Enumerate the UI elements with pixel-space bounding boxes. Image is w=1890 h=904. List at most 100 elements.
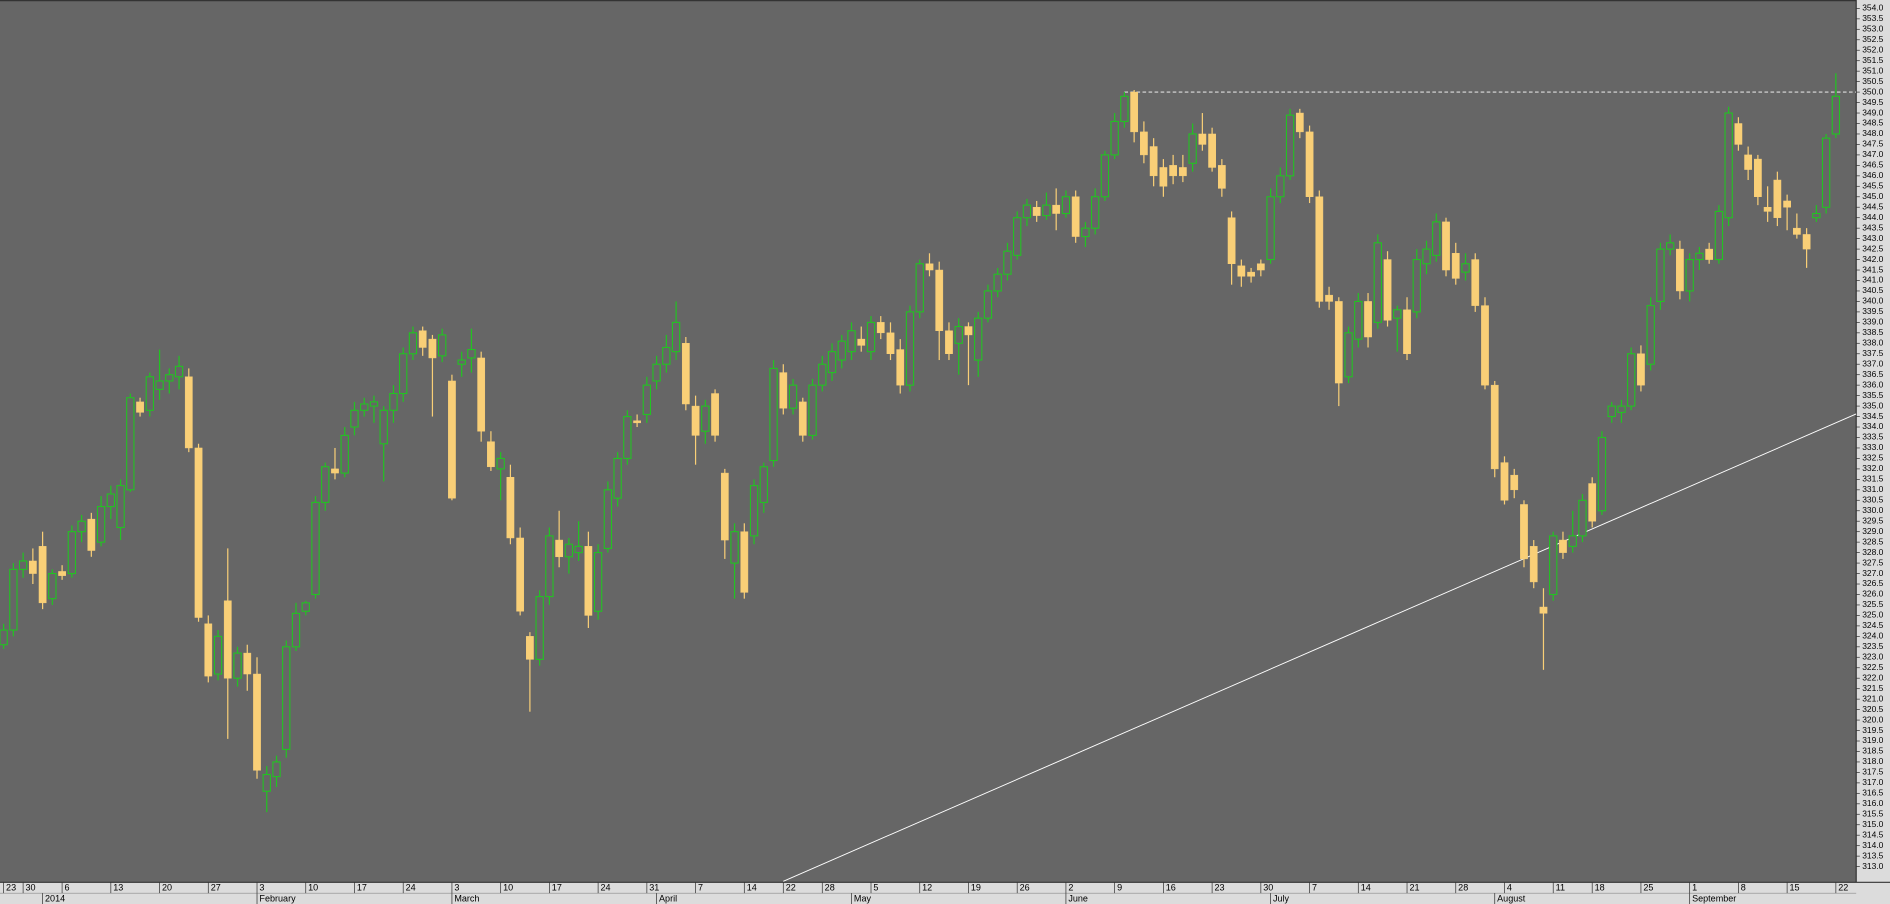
x-tick-label: 17	[357, 883, 367, 893]
candle-body	[165, 374, 174, 382]
x-tick-label: 3	[259, 883, 264, 893]
x-tick-label: 25	[1643, 883, 1653, 893]
candle-body	[194, 447, 203, 618]
y-tick-label: 348.5	[1862, 118, 1883, 128]
candle-body	[516, 537, 525, 612]
y-tick-label: 349.5	[1862, 97, 1883, 107]
candle-body	[58, 571, 66, 576]
x-tick-label: 9	[1117, 883, 1122, 893]
candle-body	[1821, 137, 1831, 208]
y-tick-label: 338.5	[1862, 327, 1883, 337]
candle-body	[77, 520, 86, 533]
candle-body	[506, 477, 515, 539]
candle-body	[876, 322, 885, 334]
x-tick-label: 8	[1741, 883, 1746, 893]
candle-body	[408, 332, 418, 355]
x-tick-label: 22	[1838, 883, 1848, 893]
y-tick-label: 326.5	[1862, 578, 1883, 588]
candle-body	[691, 405, 700, 436]
candle-body	[1052, 204, 1061, 214]
candle-body	[935, 269, 944, 331]
candle-body	[350, 409, 359, 428]
x-tick-label: 7	[1312, 883, 1317, 893]
y-tick-label: 340.0	[1862, 296, 1883, 306]
month-label: March	[454, 894, 479, 904]
candle-body	[243, 652, 252, 675]
candle-body	[1403, 309, 1411, 354]
month-label: February	[259, 894, 296, 904]
y-tick-label: 326.0	[1862, 589, 1883, 599]
candle-body	[1451, 253, 1460, 279]
x-tick-label: 13	[113, 883, 123, 893]
y-tick-label: 347.0	[1862, 149, 1883, 159]
y-tick-label: 333.0	[1862, 442, 1883, 452]
y-tick-label: 313.0	[1862, 861, 1883, 871]
candle-body	[223, 600, 232, 679]
x-tick-label: 10	[308, 883, 318, 893]
candle-body	[1364, 301, 1372, 338]
y-tick-label: 353.0	[1862, 24, 1883, 34]
candle-body	[896, 349, 905, 386]
x-tick-label: 7	[698, 883, 703, 893]
candle-body	[945, 330, 953, 354]
candle-body	[301, 602, 310, 612]
month-label: 2014	[45, 894, 65, 904]
x-tick-label: 27	[211, 883, 221, 893]
y-tick-label: 315.0	[1862, 819, 1883, 829]
y-tick-label: 329.5	[1862, 515, 1883, 525]
y-tick-label: 320.5	[1862, 704, 1883, 714]
candle-body	[1295, 112, 1304, 133]
candle-body	[1754, 158, 1762, 198]
candle-body	[321, 466, 330, 503]
candle-body	[136, 401, 144, 413]
candle-body	[467, 349, 476, 359]
y-tick-label: 320.0	[1862, 714, 1883, 724]
candle-body	[535, 596, 544, 660]
y-tick-label: 327.5	[1862, 557, 1883, 567]
month-label: September	[1692, 894, 1736, 904]
x-tick-label: 24	[601, 883, 611, 893]
candle-body	[126, 397, 135, 491]
candle-body	[1812, 212, 1821, 219]
y-tick-label: 343.5	[1862, 222, 1883, 232]
y-tick-label: 350.5	[1862, 76, 1883, 86]
candle-body	[1169, 165, 1177, 177]
y-tick-label: 350.0	[1862, 86, 1883, 96]
candle-body	[1354, 300, 1363, 340]
y-tick-label: 317.0	[1862, 777, 1883, 787]
candle-body	[174, 365, 184, 378]
candle-body	[1305, 131, 1314, 198]
y-tick-label: 353.5	[1862, 13, 1883, 23]
y-tick-label: 317.5	[1862, 767, 1883, 777]
candle-body	[1461, 263, 1470, 273]
x-tick-label: 30	[26, 883, 36, 893]
y-tick-label: 346.5	[1862, 160, 1883, 170]
candle-body	[155, 380, 164, 390]
x-tick-label: 23	[1215, 883, 1225, 893]
x-tick-label: 28	[825, 883, 835, 893]
x-tick-label: 16	[1166, 883, 1176, 893]
candle-body	[38, 546, 47, 604]
candle-body	[369, 401, 379, 407]
candle-body	[1081, 227, 1090, 238]
y-tick-label: 352.0	[1862, 44, 1883, 54]
candle-body	[671, 321, 681, 353]
x-tick-label: 14	[747, 883, 757, 893]
candle-body	[1734, 123, 1743, 145]
candle-body	[487, 441, 495, 468]
candle-body	[1676, 248, 1684, 292]
y-tick-label: 319.5	[1862, 725, 1883, 735]
candle-body	[204, 623, 213, 677]
candle-body	[272, 761, 281, 778]
candle-body	[1500, 462, 1509, 501]
y-tick-label: 321.5	[1862, 683, 1883, 693]
month-label: April	[659, 894, 677, 904]
candle-body	[720, 472, 729, 541]
y-tick-label: 331.0	[1862, 484, 1883, 494]
x-tick-label: 17	[552, 883, 562, 893]
candle-body	[740, 531, 749, 593]
candle-body	[974, 317, 983, 361]
candle-body	[457, 359, 466, 365]
y-tick-label: 331.5	[1862, 474, 1883, 484]
candle-body	[1266, 196, 1275, 261]
